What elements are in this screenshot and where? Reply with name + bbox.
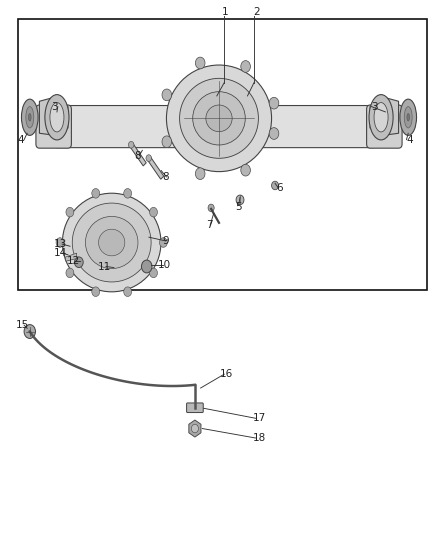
Circle shape <box>269 127 279 139</box>
Text: 8: 8 <box>162 172 169 182</box>
Text: 18: 18 <box>253 433 266 443</box>
Polygon shape <box>189 420 201 437</box>
FancyBboxPatch shape <box>187 403 203 413</box>
Text: 14: 14 <box>54 248 67 258</box>
Ellipse shape <box>193 92 245 145</box>
Circle shape <box>56 238 64 247</box>
Ellipse shape <box>62 193 161 292</box>
Ellipse shape <box>26 107 34 128</box>
Ellipse shape <box>206 105 232 132</box>
Polygon shape <box>370 96 399 136</box>
Text: 16: 16 <box>220 369 233 379</box>
FancyBboxPatch shape <box>367 105 402 148</box>
Ellipse shape <box>50 102 64 132</box>
Text: 2: 2 <box>253 7 260 17</box>
Circle shape <box>162 89 172 101</box>
Ellipse shape <box>407 114 410 121</box>
Ellipse shape <box>45 95 69 140</box>
Circle shape <box>66 207 74 217</box>
Text: 17: 17 <box>253 414 266 423</box>
Polygon shape <box>147 157 164 179</box>
Text: 3: 3 <box>51 102 58 111</box>
Polygon shape <box>66 253 77 261</box>
Ellipse shape <box>72 203 151 282</box>
Ellipse shape <box>374 102 388 132</box>
Text: 3: 3 <box>371 102 378 111</box>
Circle shape <box>24 325 35 338</box>
Circle shape <box>128 141 134 148</box>
Ellipse shape <box>21 99 38 135</box>
Circle shape <box>195 57 205 69</box>
Circle shape <box>191 424 198 433</box>
Text: 7: 7 <box>206 220 213 230</box>
Circle shape <box>162 136 172 148</box>
FancyBboxPatch shape <box>36 105 71 148</box>
Circle shape <box>159 238 167 247</box>
Circle shape <box>92 287 100 296</box>
Text: 8: 8 <box>134 151 141 160</box>
Text: 6: 6 <box>276 183 283 192</box>
Circle shape <box>241 61 251 72</box>
Text: 9: 9 <box>162 236 169 246</box>
Circle shape <box>149 268 157 278</box>
Text: 12: 12 <box>67 256 80 266</box>
Ellipse shape <box>180 78 258 158</box>
Text: 13: 13 <box>54 239 67 249</box>
Bar <box>18 19 427 290</box>
Circle shape <box>141 260 152 273</box>
Text: 1: 1 <box>222 7 229 17</box>
Polygon shape <box>39 96 68 136</box>
Ellipse shape <box>85 216 138 269</box>
Circle shape <box>208 204 214 212</box>
Text: 11: 11 <box>98 262 111 271</box>
Text: 15: 15 <box>16 320 29 330</box>
Circle shape <box>66 268 74 278</box>
Text: 5: 5 <box>235 202 242 212</box>
Circle shape <box>149 207 157 217</box>
Ellipse shape <box>400 99 417 135</box>
Circle shape <box>124 287 131 296</box>
Circle shape <box>236 195 244 205</box>
Circle shape <box>195 168 205 180</box>
Circle shape <box>124 189 131 198</box>
Polygon shape <box>130 143 146 166</box>
Ellipse shape <box>369 95 393 140</box>
Ellipse shape <box>28 114 31 121</box>
Ellipse shape <box>404 107 412 128</box>
FancyBboxPatch shape <box>52 106 378 148</box>
Circle shape <box>92 189 100 198</box>
Circle shape <box>272 181 279 190</box>
Circle shape <box>269 98 279 109</box>
Text: 4: 4 <box>406 135 413 144</box>
Circle shape <box>241 164 251 176</box>
Ellipse shape <box>99 229 125 256</box>
Text: 10: 10 <box>158 261 171 270</box>
Circle shape <box>74 257 83 268</box>
Circle shape <box>146 155 152 161</box>
Text: 4: 4 <box>18 135 25 144</box>
Ellipse shape <box>166 65 272 172</box>
